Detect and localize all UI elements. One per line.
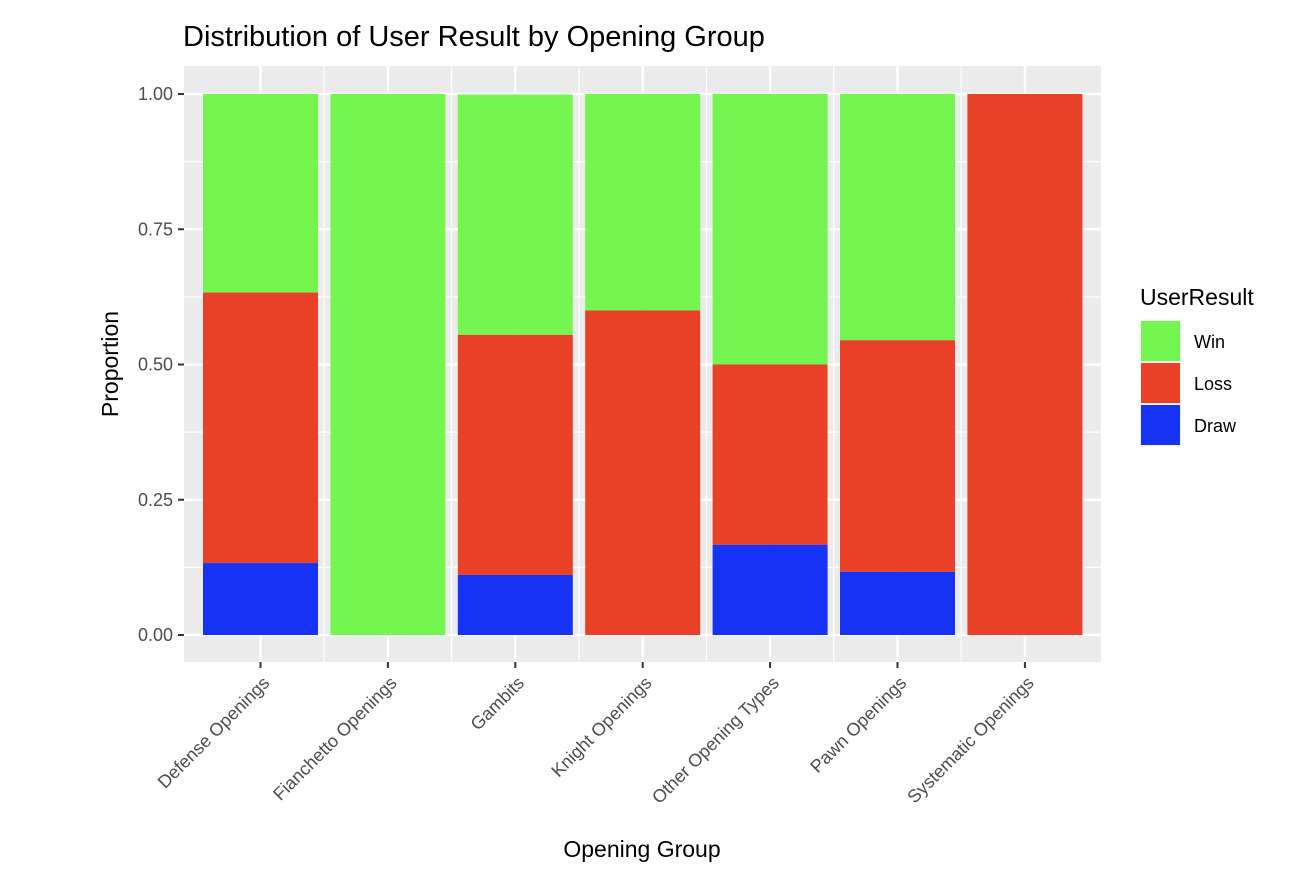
bar-draw — [457, 574, 573, 635]
legend-key-draw — [1141, 405, 1180, 445]
bar-win — [203, 94, 318, 293]
legend: UserResult Win Loss Draw — [1140, 284, 1254, 446]
bar-win — [585, 94, 701, 311]
bar-win — [457, 94, 573, 335]
legend-label-draw: Draw — [1194, 416, 1237, 436]
x-tick-label: Gambits — [467, 673, 529, 735]
bar-win — [330, 94, 446, 635]
x-tick-label: Knight Openings — [547, 673, 655, 781]
y-tick-label: 0.75 — [138, 219, 173, 239]
bar-draw — [840, 571, 955, 635]
x-tick-label: Defense Openings — [154, 673, 274, 793]
legend-label-loss: Loss — [1194, 374, 1232, 394]
bar-loss — [712, 364, 828, 545]
bar-win — [712, 94, 828, 365]
bar-win — [840, 94, 955, 341]
bar-draw — [712, 544, 828, 635]
legend-key-win — [1141, 321, 1180, 361]
bar-draw — [203, 563, 318, 635]
y-tick-label: 0.00 — [138, 625, 173, 645]
bar-loss — [585, 310, 701, 635]
y-tick-label: 0.50 — [138, 355, 173, 375]
bar-loss — [840, 340, 955, 572]
y-axis-title: Proportion — [97, 311, 123, 417]
x-tick-label: Systematic Openings — [903, 673, 1037, 807]
bar-loss — [203, 292, 318, 564]
x-axis-title: Opening Group — [563, 836, 720, 862]
legend-title: UserResult — [1140, 284, 1254, 310]
bars — [203, 94, 1083, 635]
chart-title: Distribution of User Result by Opening G… — [183, 21, 765, 53]
bar-loss — [457, 334, 573, 575]
x-tick-label: Pawn Openings — [806, 673, 910, 777]
x-tick-label: Other Opening Types — [648, 673, 783, 808]
x-tick-label: Fianchetto Openings — [269, 673, 401, 805]
y-tick-label: 0.25 — [138, 490, 173, 510]
y-tick-label: 1.00 — [138, 84, 173, 104]
bar-loss — [967, 94, 1083, 635]
legend-key-loss — [1141, 363, 1180, 403]
legend-label-win: Win — [1194, 332, 1225, 352]
